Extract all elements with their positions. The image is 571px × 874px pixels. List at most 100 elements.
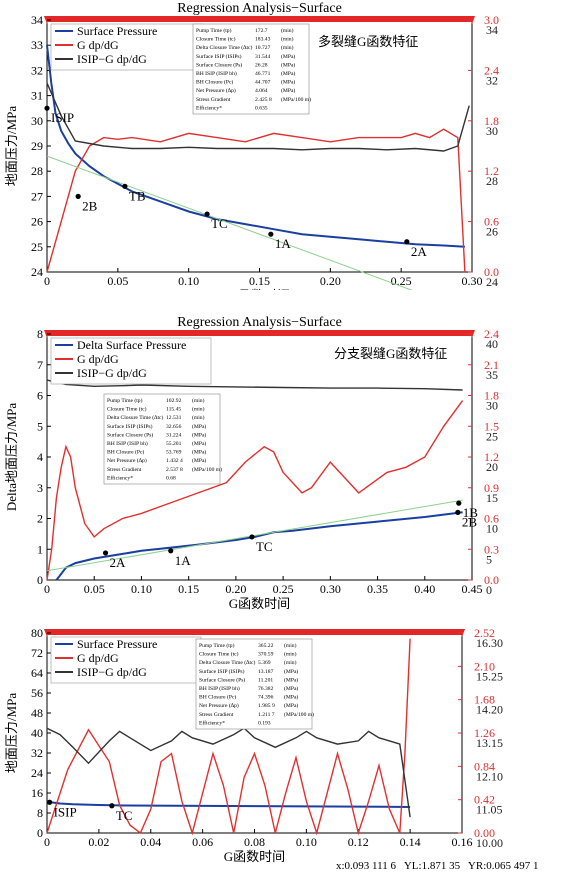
x-tick-label: 0.02 bbox=[88, 835, 109, 849]
y2-red-tick-label: 2.52 bbox=[474, 626, 495, 640]
info-table-key: Delta Closure Time (∆tc) bbox=[199, 659, 256, 666]
info-table-value: 1.985 9 bbox=[258, 703, 275, 709]
info-table-unit: (MPa) bbox=[284, 694, 298, 701]
y2-red-tick-label: 1.5 bbox=[484, 419, 499, 433]
y-tick-label: 16 bbox=[31, 786, 43, 800]
y2-black-tick-label: 16.30 bbox=[476, 636, 503, 650]
info-table-value: 11.201 bbox=[258, 677, 273, 683]
info-table-value: 55.201 bbox=[166, 441, 182, 447]
y2-red-tick-label: 1.8 bbox=[484, 389, 499, 403]
y-tick-label: 33 bbox=[31, 38, 43, 52]
info-table-unit: (MPa) bbox=[281, 53, 295, 60]
y2-black-tick-label: 25 bbox=[486, 429, 498, 443]
info-table-value: 0.193 bbox=[258, 720, 271, 726]
info-table-value: 2.537 8 bbox=[166, 467, 183, 473]
chart-title: Regression Analysis−Surface bbox=[177, 315, 342, 330]
info-table-key: Pump Time (tp) bbox=[107, 397, 143, 404]
info-table-unit: (min) bbox=[281, 44, 294, 51]
marker-label: 1B bbox=[463, 505, 479, 520]
marker-label: 2B bbox=[82, 198, 98, 213]
y-tick-label: 1 bbox=[37, 542, 43, 556]
x-tick-label: 0.20 bbox=[225, 582, 246, 596]
legend-entry: G dp/dG bbox=[77, 38, 119, 52]
info-table-value: 5.369 bbox=[258, 660, 271, 666]
info-table-unit: (MPa) bbox=[281, 70, 295, 77]
info-table-value: 2.425 8 bbox=[255, 97, 272, 103]
y2-black-tick-label: 14.20 bbox=[476, 703, 503, 717]
y-tick-label: 48 bbox=[31, 706, 43, 720]
y2-black-tick-label: 15 bbox=[486, 491, 498, 505]
marker-point bbox=[46, 799, 53, 805]
series-line-2 bbox=[46, 82, 470, 152]
info-table-key: BH ISIP (ISIP bh) bbox=[107, 440, 148, 447]
info-table-key: BH ISIP (ISIP bh) bbox=[199, 685, 240, 692]
info-table-unit: (MPa/100 m) bbox=[284, 711, 314, 718]
y2-black-tick-label: 40 bbox=[486, 337, 498, 351]
marker-point bbox=[75, 193, 81, 199]
y-tick-label: 2 bbox=[37, 512, 43, 526]
marker-label: TC bbox=[256, 539, 273, 554]
info-table-key: Stress Gradient bbox=[196, 97, 231, 103]
info-table-unit: (MPa) bbox=[281, 79, 295, 86]
info-table-key: Closure Time (tc) bbox=[196, 36, 236, 43]
info-table-key: Closure Time (tc) bbox=[199, 651, 239, 658]
info-table-key: Surface ISIP (ISIPs) bbox=[107, 423, 153, 430]
y-tick-label: 0 bbox=[37, 573, 43, 587]
marker-point bbox=[102, 550, 109, 556]
legend-entry: Surface Pressure bbox=[77, 637, 157, 651]
info-table-value: 1.432 4 bbox=[166, 458, 183, 464]
top-banner bbox=[47, 629, 462, 635]
y2-red-tick-label: 0.0 bbox=[484, 265, 499, 279]
top-banner bbox=[47, 16, 472, 22]
info-table-unit: (MPa) bbox=[192, 423, 206, 430]
series-line-1 bbox=[46, 638, 411, 836]
series-line-0 bbox=[46, 800, 411, 808]
marker-point bbox=[455, 509, 461, 515]
info-table-key: Delta Closure Time (∆tc) bbox=[196, 44, 253, 51]
info-table-value: 12.531 bbox=[166, 415, 182, 421]
series-line-2 bbox=[46, 727, 411, 818]
cursor-readout: x:0.093 111 6 YL:1.871 35 YR:0.065 497 1 bbox=[336, 860, 539, 872]
y2-red-tick-label: 1.2 bbox=[484, 164, 499, 178]
y-tick-label: 8 bbox=[37, 327, 43, 341]
y-tick-label: 6 bbox=[37, 389, 43, 403]
info-table-value: 115.45 bbox=[166, 407, 181, 413]
y-tick-label: 32 bbox=[31, 746, 43, 760]
info-table-value: 370.59 bbox=[258, 652, 274, 658]
info-table-value: 102.92 bbox=[166, 398, 182, 404]
chart-annotation: 分支裂缝G函数特征 bbox=[334, 346, 447, 361]
y-tick-label: 34 bbox=[31, 13, 43, 27]
x-tick-label: 0 bbox=[44, 835, 50, 849]
info-table-unit: (MPa) bbox=[284, 668, 298, 675]
y2-black-tick-label: 20 bbox=[486, 460, 498, 474]
info-table-unit: (min) bbox=[192, 414, 205, 421]
x-tick-label: 0.14 bbox=[400, 835, 421, 849]
y-tick-label: 29 bbox=[31, 139, 43, 153]
info-table-key: Delta Closure Time (∆tc) bbox=[107, 414, 164, 421]
y-tick-label: 4 bbox=[37, 450, 43, 464]
y-tick-label: 7 bbox=[37, 358, 43, 372]
info-table-unit: (MPa) bbox=[192, 449, 206, 456]
info-table-key: Surface Closure (Ps) bbox=[199, 676, 245, 683]
y-tick-label: 40 bbox=[31, 726, 43, 740]
info-table-unit: (min) bbox=[281, 36, 294, 43]
info-table-unit: (MPa) bbox=[192, 431, 206, 438]
chart-panel-multi-fracture: Regression Analysis−Surface 0 0.05 0.10 0.15… bbox=[4, 1, 499, 290]
x-tick-label: 0.25 bbox=[273, 582, 294, 596]
x-tick-label: 0.06 bbox=[192, 835, 213, 849]
y2-black-tick-label: 30 bbox=[486, 124, 498, 138]
y2-red-tick-label: 1.8 bbox=[484, 114, 499, 128]
y2-black-tick-label: 0 bbox=[486, 583, 492, 597]
y-tick-label: 25 bbox=[31, 240, 43, 254]
info-table-value: 26.28 bbox=[255, 62, 268, 68]
legend-entry: ISIP−G dp/dG bbox=[77, 52, 147, 66]
series-line-3 bbox=[46, 499, 463, 572]
info-table-unit: (MPa) bbox=[284, 676, 298, 683]
info-table-value: 183.43 bbox=[255, 37, 271, 43]
marker-label: 2A bbox=[110, 555, 127, 570]
y-tick-label: 24 bbox=[31, 766, 43, 780]
y2-black-tick-label: 11.05 bbox=[476, 803, 503, 817]
series-line-1 bbox=[46, 128, 466, 273]
info-table-unit: (min) bbox=[281, 27, 294, 34]
